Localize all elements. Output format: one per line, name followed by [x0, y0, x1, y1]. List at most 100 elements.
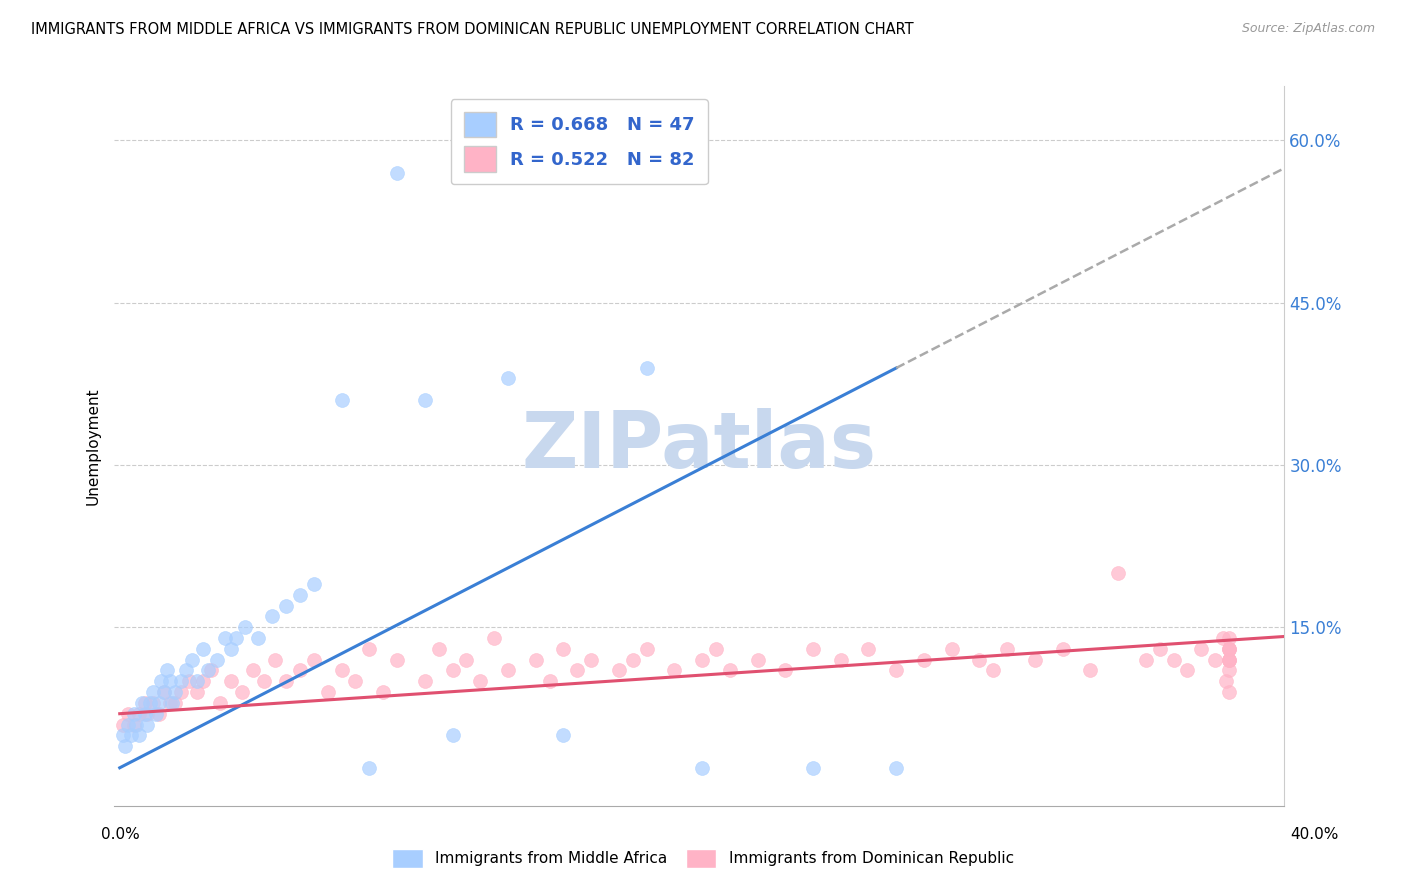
- Point: [219, 674, 242, 689]
- Point: [186, 674, 208, 689]
- Point: [385, 652, 408, 666]
- Point: [969, 652, 991, 666]
- Point: [373, 685, 395, 699]
- Legend: Immigrants from Middle Africa, Immigrants from Dominican Republic: Immigrants from Middle Africa, Immigrant…: [387, 843, 1019, 873]
- Point: [456, 652, 478, 666]
- Text: 40.0%: 40.0%: [1291, 827, 1339, 842]
- Point: [1215, 674, 1237, 689]
- Point: [884, 664, 907, 678]
- Point: [156, 664, 179, 678]
- Point: [470, 674, 492, 689]
- Point: [111, 717, 134, 731]
- Point: [316, 685, 339, 699]
- Point: [262, 609, 284, 624]
- Point: [1204, 652, 1226, 666]
- Point: [150, 674, 173, 689]
- Point: [219, 641, 242, 656]
- Point: [288, 588, 311, 602]
- Point: [125, 717, 148, 731]
- Point: [413, 392, 436, 407]
- Point: [128, 728, 150, 742]
- Point: [242, 664, 264, 678]
- Point: [170, 674, 193, 689]
- Point: [621, 652, 644, 666]
- Y-axis label: Unemployment: Unemployment: [86, 387, 100, 505]
- Point: [1024, 652, 1046, 666]
- Point: [114, 739, 136, 753]
- Point: [186, 685, 208, 699]
- Point: [177, 674, 200, 689]
- Point: [636, 360, 658, 375]
- Point: [191, 674, 214, 689]
- Point: [170, 685, 193, 699]
- Point: [1163, 652, 1185, 666]
- Point: [208, 696, 231, 710]
- Point: [1078, 664, 1101, 678]
- Text: ZIPatlas: ZIPatlas: [522, 408, 877, 484]
- Point: [801, 641, 824, 656]
- Point: [441, 664, 464, 678]
- Point: [664, 664, 686, 678]
- Point: [1218, 641, 1240, 656]
- Legend: R = 0.668   N = 47, R = 0.522   N = 82: R = 0.668 N = 47, R = 0.522 N = 82: [451, 99, 707, 185]
- Point: [690, 652, 713, 666]
- Point: [128, 706, 150, 721]
- Point: [162, 696, 184, 710]
- Point: [427, 641, 450, 656]
- Point: [165, 696, 187, 710]
- Point: [690, 761, 713, 775]
- Point: [579, 652, 602, 666]
- Point: [524, 652, 547, 666]
- Point: [148, 696, 170, 710]
- Point: [233, 620, 256, 634]
- Point: [553, 728, 575, 742]
- Point: [205, 652, 228, 666]
- Point: [1107, 566, 1129, 580]
- Point: [995, 641, 1018, 656]
- Point: [607, 664, 630, 678]
- Point: [200, 664, 222, 678]
- Point: [1218, 641, 1240, 656]
- Point: [830, 652, 852, 666]
- Point: [165, 685, 187, 699]
- Point: [344, 674, 367, 689]
- Point: [1218, 652, 1240, 666]
- Point: [274, 599, 297, 613]
- Point: [1218, 685, 1240, 699]
- Point: [145, 706, 167, 721]
- Point: [858, 641, 880, 656]
- Point: [482, 631, 505, 645]
- Point: [120, 728, 142, 742]
- Point: [247, 631, 270, 645]
- Point: [775, 664, 797, 678]
- Point: [801, 761, 824, 775]
- Point: [718, 664, 741, 678]
- Point: [142, 685, 165, 699]
- Point: [747, 652, 769, 666]
- Point: [636, 641, 658, 656]
- Point: [117, 717, 139, 731]
- Text: 0.0%: 0.0%: [101, 827, 141, 842]
- Point: [912, 652, 935, 666]
- Point: [1218, 631, 1240, 645]
- Point: [1177, 664, 1199, 678]
- Point: [153, 685, 176, 699]
- Point: [288, 664, 311, 678]
- Point: [214, 631, 236, 645]
- Point: [131, 696, 153, 710]
- Point: [941, 641, 963, 656]
- Point: [153, 685, 176, 699]
- Point: [225, 631, 247, 645]
- Point: [553, 641, 575, 656]
- Point: [538, 674, 561, 689]
- Point: [981, 664, 1004, 678]
- Point: [302, 652, 325, 666]
- Point: [122, 706, 145, 721]
- Point: [159, 696, 181, 710]
- Point: [159, 674, 181, 689]
- Point: [884, 761, 907, 775]
- Point: [253, 674, 276, 689]
- Point: [1218, 641, 1240, 656]
- Point: [1135, 652, 1157, 666]
- Point: [231, 685, 253, 699]
